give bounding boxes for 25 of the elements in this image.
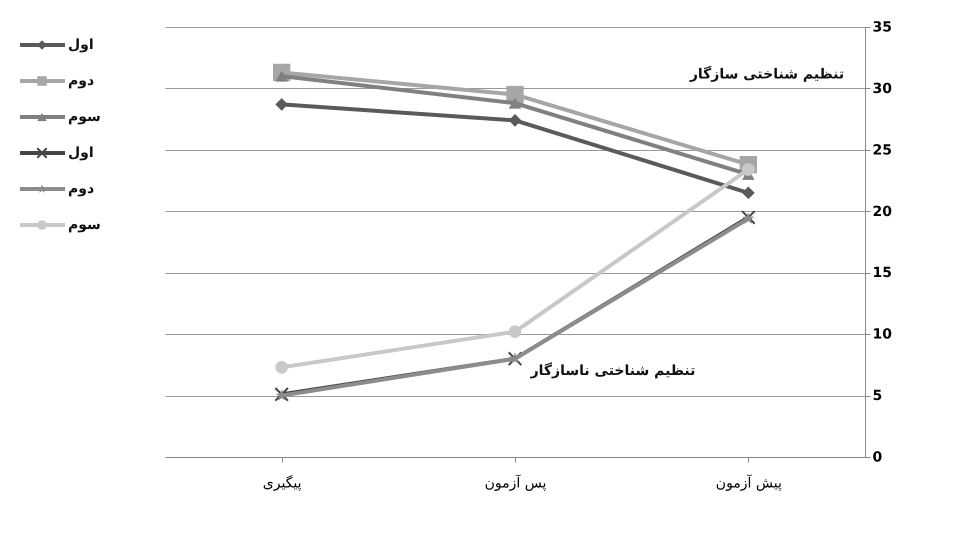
legend-label: اول bbox=[68, 145, 94, 161]
legend-label: سوم bbox=[68, 217, 101, 233]
legend-label: سوم bbox=[68, 109, 101, 125]
legend-label: اول bbox=[68, 37, 94, 53]
y-tick-label: 25 bbox=[872, 142, 892, 158]
x-tick-label: پیگیری bbox=[262, 474, 302, 492]
point bbox=[508, 114, 522, 127]
y-tick-label: 30 bbox=[872, 80, 892, 97]
y-tick-label: 0 bbox=[872, 450, 882, 466]
point bbox=[742, 186, 755, 200]
y-tick-label: 5 bbox=[872, 388, 882, 404]
annotation: تنظیم شناختی سازگار bbox=[688, 65, 844, 82]
y-tick-label: 20 bbox=[872, 204, 892, 220]
y-tick-label: 10 bbox=[872, 326, 892, 343]
point bbox=[275, 98, 288, 111]
legend-label: دوم bbox=[68, 73, 94, 89]
x-tick-label: پس آزمون bbox=[484, 474, 547, 492]
point bbox=[508, 98, 522, 109]
y-tick-label: 15 bbox=[872, 265, 892, 282]
y-tick-label: 35 bbox=[872, 20, 892, 36]
point bbox=[275, 361, 288, 374]
legend-label: دوم bbox=[68, 181, 94, 197]
x-tick-label: پیش آزمون bbox=[716, 474, 782, 492]
annotation: تنظیم شناختی ناسازگار bbox=[530, 362, 696, 379]
point bbox=[508, 325, 522, 338]
